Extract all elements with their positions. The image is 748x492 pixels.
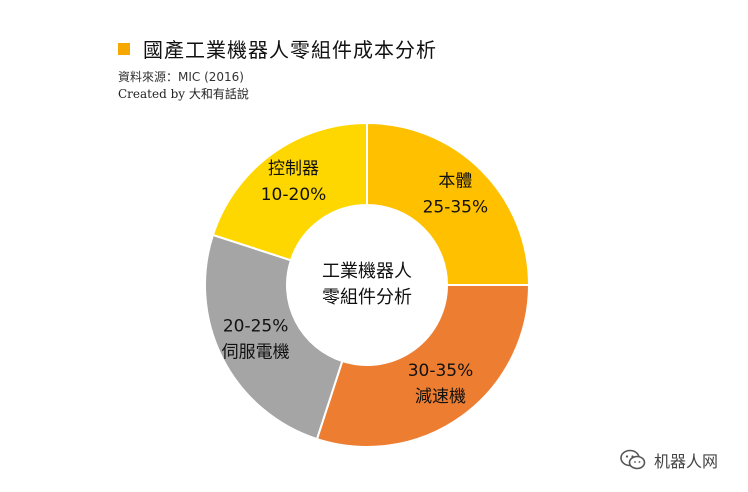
source-note: 資料來源：MIC (2016) [118, 70, 244, 84]
donut-slice-2 [204, 233, 344, 441]
slice-label-3-name: 控制器 [268, 159, 319, 179]
slice-label-1-range: 30-35% [408, 361, 474, 381]
watermark: 机器人网 [620, 446, 718, 474]
slice-label-0-name: 本體 [438, 172, 472, 192]
wechat-icon [620, 449, 646, 470]
slice-label-1-name: 減速機 [415, 387, 466, 407]
center-label-line-1: 零組件分析 [322, 287, 412, 308]
title-marker [118, 43, 130, 55]
slice-label-3-range: 10-20% [261, 185, 327, 205]
credit-note: Created by 大和有話說 [118, 87, 249, 101]
slice-label-0-range: 25-35% [423, 198, 489, 218]
donut-slice-0 [366, 121, 531, 286]
slice-label-2-name: 伺服電機 [222, 343, 290, 363]
chart-title: 國產工業機器人零組件成本分析 [143, 38, 437, 62]
watermark-text: 机器人网 [654, 452, 719, 471]
donut-slice-3 [211, 121, 368, 262]
donut-slice-1 [315, 284, 531, 448]
slice-label-2-range: 20-25% [223, 317, 289, 337]
center-label-line-0: 工業機器人 [322, 261, 412, 282]
